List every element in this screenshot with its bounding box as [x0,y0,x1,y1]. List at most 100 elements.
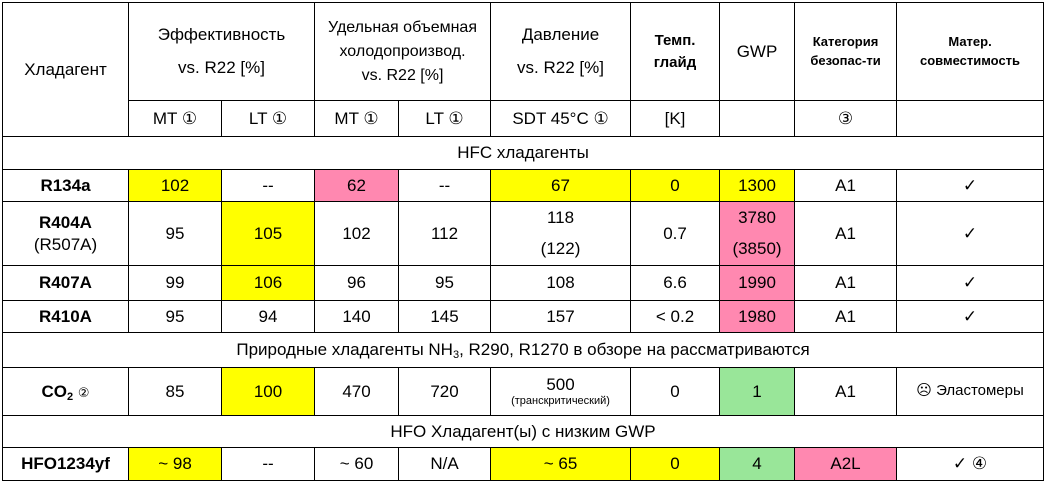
cell-eff-lt: 105 [220,201,316,266]
refrigerant-comparison-table-wrapper: Хладагент Эффективность vs. R22 [%] Удел… [1,2,1045,481]
cell-name: R404A (R507A) [2,201,129,266]
cell-name-main: R404A [39,213,92,233]
cell-name: R407A [2,265,129,301]
cell-safety: A2L [794,447,898,481]
cell-pressure: 118 (122) [490,201,632,266]
cell-compat-text: Эластомеры [936,382,1024,400]
cell-glide: 0 [630,169,721,202]
cell-name-sub: 2 [66,390,74,403]
subheader-row: MT ① LT ① MT ① LT ① SDT 45°C ① [K] ③ [3,100,1045,137]
subheader-compat-empty [896,100,1045,137]
cell-eff-mt: 95 [128,201,222,266]
cell-cap-lt: 145 [398,300,492,333]
cell-glide: 0 [630,367,721,416]
header-pressure-line1: Давление [521,25,600,45]
section-natural-sub: 3 [452,349,460,362]
cell-safety: A1 [794,265,898,301]
cell-cap-lt: 95 [398,265,492,301]
subheader-safety-note: ③ [794,100,898,137]
sad-face-icon: ☹ [916,382,932,400]
cell-eff-lt: -- [220,169,316,202]
cell-compat-check-icon: ✓ ④ [896,447,1045,481]
cell-safety: A1 [794,367,898,416]
subheader-lt-capacity: LT ① [398,100,492,137]
section-row-hfo: HFO Хладагент(ы) с низким GWP [1,415,1045,448]
cell-name-note: ② [77,384,90,400]
cell-pressure-main: 118 [546,207,575,227]
section-hfo-title: HFO Хладагент(ы) с низким GWP [1,415,1045,448]
table-row-hfo1234yf: HFO1234yf ~ 98 -- ~ 60 N/A ~ 65 0 4 A2L … [2,447,1045,481]
header-compat: Матер. совместимость [896,2,1045,101]
section-row-hfc: HFC хладагенты [1,136,1045,170]
cell-compat-check-icon: ✓ [896,169,1045,202]
header-capacity: Удельная объемная холодопроизвод. vs. R2… [314,2,492,101]
cell-safety: A1 [794,300,898,333]
cell-pressure: 500 (транскритический) [490,367,632,416]
header-glide-line1: Темп. [654,31,696,49]
subheader-mt-capacity: MT ① [314,100,400,137]
cell-pressure: 67 [490,169,632,202]
cell-pressure: ~ 65 [490,447,632,481]
cell-compat-check-icon: ✓ [896,300,1045,333]
section-row-natural: Природные хладагенты NH3, R290, R1270 в … [1,332,1045,368]
cell-glide: < 0.2 [630,300,721,333]
cell-cap-mt: 102 [314,201,400,266]
cell-eff-mt: 102 [128,169,222,202]
table-row-r407a: R407A 99 106 96 95 108 6.6 1990 A1 ✓ [2,265,1045,301]
cell-glide: 6.6 [630,265,721,301]
cell-pressure-sub: (транскритический) [511,395,610,408]
subheader-sdt: SDT 45°C ① [490,100,632,137]
header-row: Хладагент Эффективность vs. R22 [%] Удел… [2,2,1045,137]
cell-cap-mt: 140 [314,300,400,333]
table-row-r404a: R404A (R507A) 95 105 102 112 118 (122) 0… [2,201,1045,266]
table-row-r410a: R410A 95 94 140 145 157 < 0.2 1980 A1 ✓ [2,300,1045,333]
subheader-mt-efficiency: MT ① [128,100,222,137]
subheader-lt-efficiency: LT ① [220,100,316,137]
header-refrigerant: Хладагент [2,2,129,137]
header-glide-line2: глайд [653,53,697,71]
cell-gwp-sub: (3850) [732,238,782,258]
section-natural-title: Природные хладагенты NH3, R290, R1270 в … [1,332,1045,368]
cell-cap-mt: 470 [314,367,400,416]
cell-compat-check-icon: ✓ [896,201,1045,266]
cell-safety: A1 [794,169,898,202]
cell-compat-check-icon: ✓ [896,265,1045,301]
cell-gwp-main: 3780 [738,207,776,227]
header-glide: Темп. глайд [630,2,721,101]
cell-eff-mt: 85 [128,367,222,416]
cell-pressure-sub: (122) [540,238,581,258]
subheader-gwp-empty [719,100,796,137]
cell-gwp: 3780 (3850) [719,201,796,266]
table-row-r134a: R134a 102 -- 62 -- 67 0 1300 A1 ✓ [2,169,1045,202]
cell-name-sub: (R507A) [33,234,98,254]
cell-eff-mt: 95 [128,300,222,333]
section-natural-rest: , R290, R1270 в обзоре на рассматриваютс… [459,340,810,360]
header-pressure-line2: vs. R22 [%] [517,57,604,77]
cell-cap-lt: 112 [398,201,492,266]
cell-safety: A1 [794,201,898,266]
cell-pressure-main: 500 [546,375,575,394]
cell-eff-lt: -- [220,447,316,481]
header-safety: Категория безопас-ти [794,2,898,101]
cell-name: R134a [2,169,129,202]
cell-name: CO2 ② [2,367,129,416]
cell-eff-lt: 94 [220,300,316,333]
cell-compat: ☹ Эластомеры [896,367,1045,416]
cell-pressure: 108 [490,265,632,301]
header-capacity-line2: холодопроизвод. [339,42,466,60]
cell-eff-mt: 99 [128,265,222,301]
cell-name-main: CO [41,381,67,401]
cell-cap-lt: 720 [398,367,492,416]
cell-gwp: 1980 [719,300,796,333]
cell-cap-mt: 96 [314,265,400,301]
header-capacity-line3: vs. R22 [%] [361,66,444,84]
header-compat-line2: совместимость [919,52,1021,68]
cell-eff-mt: ~ 98 [128,447,222,481]
cell-gwp: 4 [719,447,796,481]
table-row-co2: CO2 ② 85 100 470 720 500 (транскритическ… [2,367,1045,416]
cell-glide: 0.7 [630,201,721,266]
header-safety-line1: Категория [812,33,879,49]
header-compat-line1: Матер. [948,33,992,49]
cell-name: HFO1234yf [2,447,129,481]
cell-eff-lt: 106 [220,265,316,301]
